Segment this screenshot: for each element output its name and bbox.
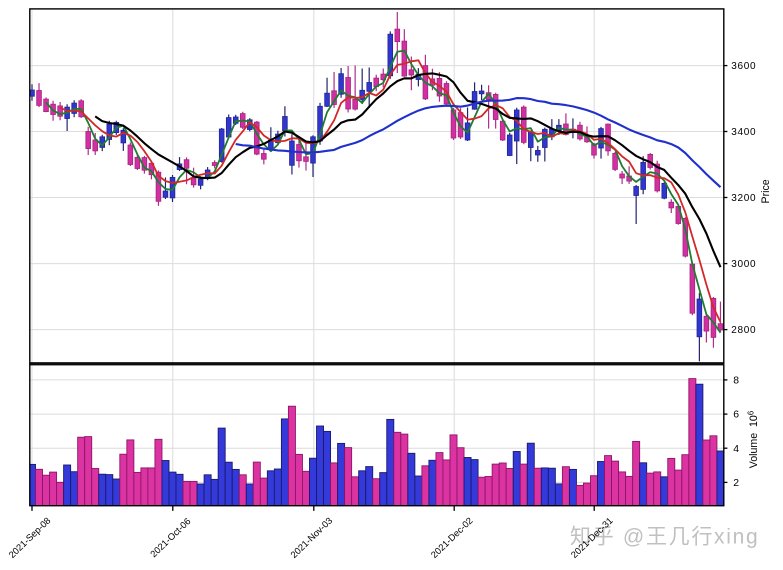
svg-text:3000: 3000 [731,259,756,270]
svg-text:Price: Price [760,179,772,203]
svg-text:6: 6 [733,410,739,421]
svg-text:知乎 @王几行xing: 知乎 @王几行xing [570,526,759,549]
svg-text:2800: 2800 [731,325,756,336]
svg-text:Volume 106: Volume 106 [746,411,760,468]
svg-text:2: 2 [733,478,739,489]
svg-text:4: 4 [733,444,739,455]
svg-text:8: 8 [733,376,739,387]
svg-text:3200: 3200 [731,193,756,204]
svg-text:3400: 3400 [731,127,756,138]
svg-text:3600: 3600 [731,61,756,72]
